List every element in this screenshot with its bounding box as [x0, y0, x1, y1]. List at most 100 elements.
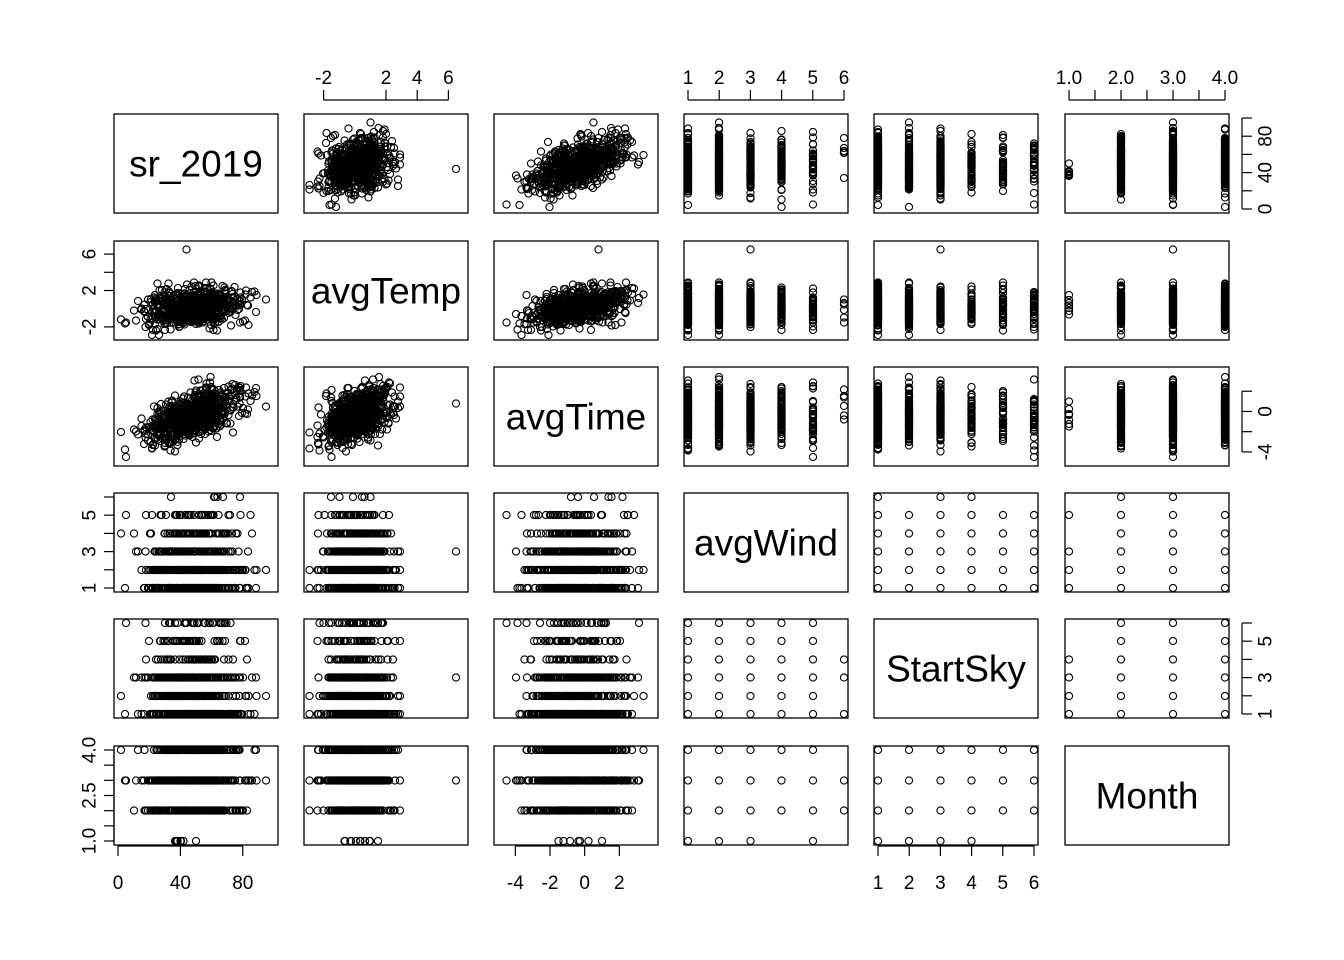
data-point — [330, 130, 340, 140]
data-point — [873, 200, 883, 210]
scatter-avgtime-vs-sr_2019 — [502, 118, 648, 212]
data-point — [338, 145, 347, 155]
data-point — [936, 245, 945, 254]
data-point — [305, 180, 314, 190]
data-point — [324, 186, 333, 196]
data-point — [356, 135, 366, 145]
panel-frame-r5-c1 — [113, 618, 279, 719]
data-point — [347, 147, 357, 156]
data-point — [839, 313, 849, 322]
data-point — [332, 149, 341, 158]
scatter-startsky-vs-avgtemp — [873, 245, 1039, 340]
panel-frame-r5-c4 — [683, 618, 849, 719]
data-point — [228, 428, 238, 437]
data-point — [182, 245, 191, 254]
data-point — [839, 173, 849, 183]
data-point — [839, 133, 849, 143]
data-point — [371, 165, 381, 175]
data-point — [904, 118, 914, 127]
data-point — [683, 124, 693, 133]
data-point — [333, 150, 342, 159]
variable-label-avgtemp: avgTemp — [311, 271, 461, 312]
data-point — [777, 202, 786, 212]
data-point — [116, 427, 126, 437]
data-point — [1029, 200, 1039, 209]
data-point — [321, 138, 331, 148]
data-point — [777, 195, 786, 204]
data-point — [315, 174, 324, 183]
panel-frame-r3-c1 — [113, 366, 279, 467]
data-point — [329, 163, 338, 172]
panel-frame-r4-c3 — [493, 492, 659, 593]
data-point — [393, 175, 403, 184]
data-point — [1168, 118, 1178, 127]
data-point — [746, 245, 755, 254]
data-point — [1029, 188, 1039, 198]
data-point — [589, 118, 598, 127]
data-point — [904, 202, 914, 212]
panel-frame-r4-c6 — [1064, 492, 1230, 593]
data-point — [147, 330, 157, 340]
data-point — [316, 151, 326, 160]
data-point — [515, 200, 524, 210]
panel-frame-r3-c2 — [303, 366, 469, 467]
data-point — [344, 182, 353, 192]
data-point — [389, 143, 399, 153]
panel-frame-r2-c5 — [873, 240, 1039, 341]
panel-frame-r4-c5 — [873, 492, 1039, 593]
panel-frame-r2-c3 — [493, 240, 659, 341]
scatter-month-vs-sr_2019 — [1064, 118, 1230, 212]
data-point — [212, 432, 222, 442]
data-point — [330, 194, 340, 203]
panel-frame-r5-c5 — [873, 618, 1039, 719]
data-point — [395, 150, 405, 159]
scatter-sr_2019-vs-avgtime — [116, 372, 271, 462]
data-point — [313, 182, 322, 191]
variable-label-month: Month — [1096, 776, 1199, 817]
data-point — [390, 149, 399, 158]
scatter-startsky-vs-sr_2019 — [873, 118, 1039, 212]
panel-frame-r6-c1 — [113, 745, 279, 846]
data-point — [597, 279, 607, 288]
panel-frame-r1-c3 — [493, 113, 659, 214]
panel-frame-r1-c1 — [113, 113, 279, 214]
panel-frame-r1-c5 — [873, 113, 1039, 214]
data-point — [368, 176, 378, 186]
data-point — [352, 140, 361, 149]
data-point — [364, 178, 374, 187]
data-point — [393, 181, 403, 191]
panel-frame-r2-c6 — [1064, 240, 1230, 341]
data-point — [365, 155, 374, 165]
data-point — [597, 175, 607, 184]
variable-label-avgtime: avgTime — [506, 397, 647, 438]
panel-frame-r6-c3 — [493, 745, 659, 846]
scatter-sr_2019-vs-avgtemp — [116, 245, 271, 340]
data-point — [336, 172, 345, 182]
data-point — [451, 164, 461, 174]
variable-label-avgwind: avgWind — [694, 523, 838, 564]
data-point — [322, 128, 331, 138]
data-point — [364, 183, 374, 192]
data-point — [133, 296, 143, 306]
panel-frame-r5-c6 — [1064, 618, 1230, 719]
data-point — [586, 325, 596, 335]
data-point — [594, 133, 603, 143]
data-point — [356, 169, 366, 178]
data-point — [634, 157, 644, 167]
data-point — [967, 129, 976, 139]
data-point — [375, 150, 384, 159]
panel-frame-r3-c4 — [683, 366, 849, 467]
data-point — [633, 298, 643, 308]
panel-frame-r1-c2 — [303, 113, 469, 214]
data-point — [385, 169, 395, 179]
panel-frame-r6-c4 — [683, 745, 849, 846]
data-point — [334, 175, 343, 184]
data-point — [777, 325, 786, 335]
data-point — [377, 169, 387, 179]
variable-label-startsky: StartSky — [886, 649, 1026, 690]
data-point — [378, 160, 387, 170]
data-point — [353, 159, 363, 169]
data-point — [384, 158, 393, 168]
data-point — [370, 150, 379, 160]
